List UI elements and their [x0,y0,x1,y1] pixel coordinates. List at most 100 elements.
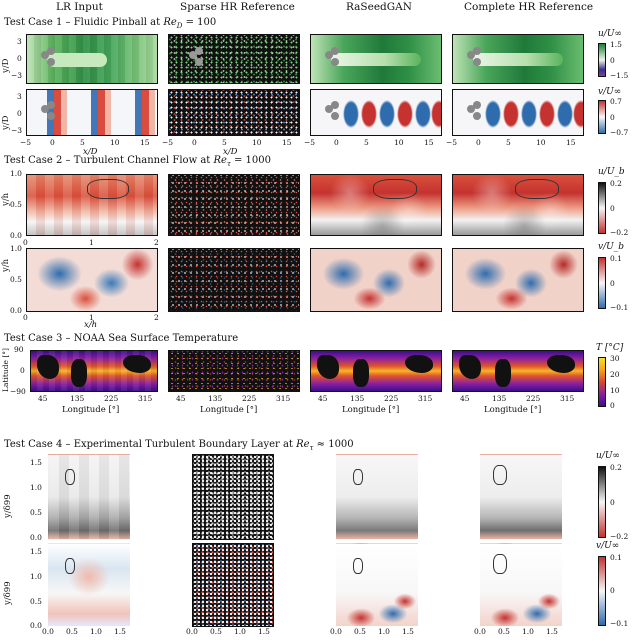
contour-line [65,558,75,574]
cylinder-icon [473,47,481,55]
case4-xtick: 0.0 [474,627,486,636]
case1-xtick: 0 [50,138,55,147]
cbar-tick: 10 [610,386,620,395]
column-header-raseedgan: RaSeedGAN [346,1,412,13]
wake-region [47,53,107,67]
cbar-tick: 0.2 [610,179,622,188]
case3-ytick: 0 [20,366,25,375]
cylinder-icon [47,58,55,66]
contour-line [353,558,363,574]
case2-ylabel-v: y/h [1,258,11,272]
contour-line [87,179,129,199]
case4-xtick: 1.0 [90,627,102,636]
case4-v-complete-panel [480,543,562,627]
sparse-points [169,351,299,391]
cbar-tick: 0.1 [610,254,622,263]
cbar-tick: 0.7 [610,97,622,106]
sparse-points [193,455,273,539]
case4-xtick: 0.5 [66,627,78,636]
case2-xtick: 0 [23,238,28,247]
case4-ytick: 1.5 [30,547,42,556]
case3-xtick: 225 [242,394,257,403]
case3-xtick: 315 [560,394,575,403]
case3-sparse-panel [168,350,300,392]
cylinder-icon [47,47,55,55]
case1-xtick: 15 [566,138,576,147]
case4-xtick: 1.5 [258,627,270,636]
sparse-points [169,35,299,83]
wake-region [473,53,563,66]
contour-line [65,469,75,485]
case4-cbar-u-label: u/U∞ [596,451,620,461]
cbar-tick: 0 [610,113,615,122]
contour-line [493,465,507,485]
case4-xtick: 0.5 [210,627,222,636]
column-header-lr-input: LR Input [56,1,103,13]
case3-cbar-label: T [°C] [596,343,624,353]
continent-shape [495,359,511,387]
field-texture [311,249,441,311]
case1-xtick: −5 [162,138,174,147]
case3-xtick: 135 [208,394,223,403]
case2-v-raseedgan-panel [310,248,442,312]
contour-line [373,179,417,199]
case1-xtick: 0 [334,138,339,147]
case3-xlabel: Longitude [°] [484,405,542,415]
case3-xtick: 45 [318,394,328,403]
case2-xtick: 0 [23,313,28,322]
cbar-tick: −0.2 [610,228,629,237]
cylinder-icon [331,112,339,120]
case4-u-raseedgan-panel [336,454,418,540]
continent-shape [405,355,433,373]
case4-xtick: 0.5 [498,627,510,636]
cbar-tick: 0 [610,56,615,65]
case2-v-complete-panel [452,248,584,312]
case2-v-sparse-panel [168,248,300,312]
case2-cbar-u-label: u/U_b [598,167,625,177]
cbar-tick: −0.7 [610,128,629,137]
case2-xlabel: x/h [84,320,98,330]
case3-cbar [598,357,606,407]
cbar-tick: 0 [610,279,615,288]
case4-u-lr-panel [48,454,130,540]
cylinder-icon [325,51,333,59]
case2-u-raseedgan-panel [310,174,442,236]
cbar-tick: −0.2 [610,532,629,541]
case1-xtick: 5 [364,138,369,147]
sparse-points [169,90,299,135]
case4-xtick: 1.0 [234,627,246,636]
case4-xtick: 0.5 [354,627,366,636]
case1-xtick: 5 [222,138,227,147]
case2-v-lr-panel [26,248,158,312]
wake-region [331,53,421,66]
case1-u-sparse-panel [168,34,300,84]
case1-cbar-v [598,100,606,134]
continent-shape [353,359,369,387]
case1-ytick: 3 [17,92,22,101]
cylinder-icon [41,51,49,59]
case1-xlabel: x/D [83,147,98,157]
pixel-grid [49,455,129,539]
case2-xtick: 1 [89,238,94,247]
case2-cbar-v-label: v/U_b [598,242,624,252]
case3-xlabel: Longitude [°] [200,405,258,415]
column-header-complete-hr: Complete HR Reference [464,1,594,13]
case1-xtick: −5 [446,138,458,147]
cbar-tick: 0 [610,586,615,595]
case1-xtick: 15 [424,138,434,147]
case4-title-text: Test Case 4 – Experimental Turbulent Bou… [4,439,354,452]
case4-xtick: 1.0 [522,627,534,636]
continent-shape [71,359,87,387]
case2-xtick: 1 [89,313,94,322]
cbar-tick: 30 [610,354,620,363]
contour-line [353,469,363,485]
case1-cbar-u [598,43,606,77]
case1-xtick: 10 [110,138,120,147]
case3-ytick: −90 [10,387,26,396]
case4-u-sparse-panel [192,454,274,540]
case4-xtick: 0.0 [42,627,54,636]
cbar-tick: −0.1 [610,303,629,312]
case4-cbar-v-label: v/U∞ [596,541,620,551]
case2-u-complete-panel [452,174,584,236]
case4-xtick: 1.0 [378,627,390,636]
